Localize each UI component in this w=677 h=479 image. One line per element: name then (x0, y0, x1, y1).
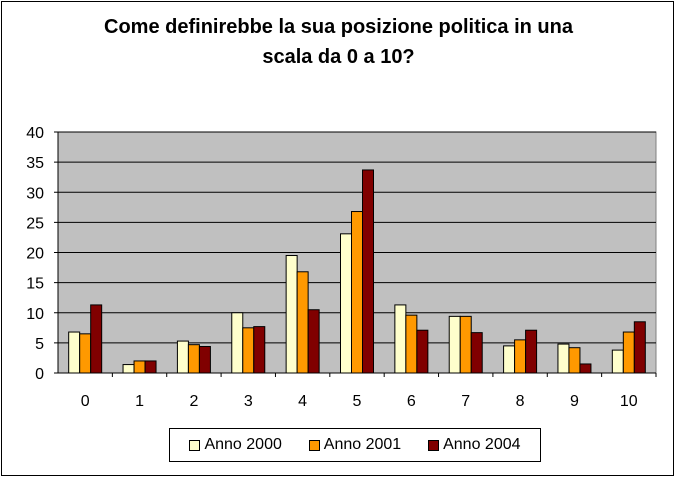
x-tick-label: 3 (244, 393, 253, 410)
bar-anno-2001-3 (242, 327, 255, 374)
legend-item-2000: Anno 2000 (189, 436, 282, 454)
x-tick-label: 5 (353, 393, 362, 410)
bar-anno-2001-10 (622, 331, 635, 374)
bar-anno-2004-2 (198, 345, 211, 374)
legend-label-2004: Anno 2004 (443, 436, 521, 453)
x-tick-label: 4 (298, 393, 307, 410)
bar-anno-2000-3 (231, 312, 244, 374)
y-tick-label: 25 (26, 215, 44, 232)
bar-anno-2000-4 (285, 255, 298, 374)
bar-anno-2000-7 (448, 315, 461, 374)
bar-anno-2001-0 (79, 333, 92, 374)
legend-item-2004: Anno 2004 (428, 436, 521, 454)
bar-anno-2001-5 (351, 211, 363, 374)
bar-anno-2001-7 (459, 315, 472, 374)
legend-swatch-2004 (428, 439, 440, 451)
bar-anno-2004-9 (579, 363, 592, 374)
bar-anno-2000-8 (503, 345, 516, 374)
bar-anno-2001-4 (296, 271, 309, 374)
bar-anno-2000-6 (394, 304, 407, 374)
y-tick-label: 20 (26, 246, 44, 263)
bar-anno-2000-0 (68, 331, 81, 374)
chart-legend: Anno 2000 Anno 2001 Anno 2004 (169, 428, 541, 462)
y-tick-label: 10 (26, 306, 44, 323)
bar-anno-2004-4 (307, 309, 320, 374)
bar-anno-2004-8 (525, 329, 538, 374)
bar-anno-2001-1 (133, 360, 146, 374)
legend-item-2001: Anno 2001 (308, 436, 402, 454)
legend-label-2000: Anno 2000 (204, 436, 282, 453)
bar-anno-2001-8 (514, 339, 527, 374)
bar-anno-2000-10 (611, 349, 624, 374)
x-tick-label: 8 (516, 393, 525, 410)
y-tick-label: 0 (35, 366, 44, 383)
x-tick-label: 7 (461, 393, 470, 410)
y-tick-label: 5 (35, 336, 44, 353)
y-tick-label: 40 (26, 125, 44, 142)
bar-anno-2001-9 (568, 347, 581, 374)
y-tick-label: 15 (26, 276, 44, 293)
bar-anno-2004-6 (416, 329, 429, 374)
y-tick-label: 35 (26, 155, 44, 172)
x-tick-label: 0 (81, 393, 90, 410)
bar-anno-2004-0 (90, 304, 103, 374)
bar-anno-2001-6 (405, 314, 418, 374)
bar-anno-2004-10 (633, 321, 646, 374)
legend-label-2001: Anno 2001 (323, 436, 402, 453)
legend-swatch-2001 (308, 439, 320, 451)
x-tick-label: 10 (620, 393, 638, 410)
bar-anno-2004-1 (144, 360, 157, 374)
bar-anno-2004-5 (362, 169, 374, 374)
legend-swatch-2000 (189, 439, 201, 451)
x-tick-label: 2 (189, 393, 198, 410)
x-tick-label: 6 (407, 393, 416, 410)
bar-anno-2004-7 (470, 332, 483, 374)
x-tick-label: 1 (135, 393, 144, 410)
x-tick-label: 9 (570, 393, 579, 410)
bar-anno-2000-9 (557, 343, 570, 374)
bar-anno-2001-2 (187, 344, 200, 374)
chart-title: Come definirebbe la sua posizione politi… (104, 16, 573, 68)
bar-anno-2000-1 (122, 364, 135, 374)
y-tick-label: 30 (26, 185, 44, 202)
bar-anno-2000-2 (176, 340, 189, 374)
bar-anno-2004-3 (253, 326, 266, 374)
bar-anno-2000-5 (340, 233, 352, 374)
